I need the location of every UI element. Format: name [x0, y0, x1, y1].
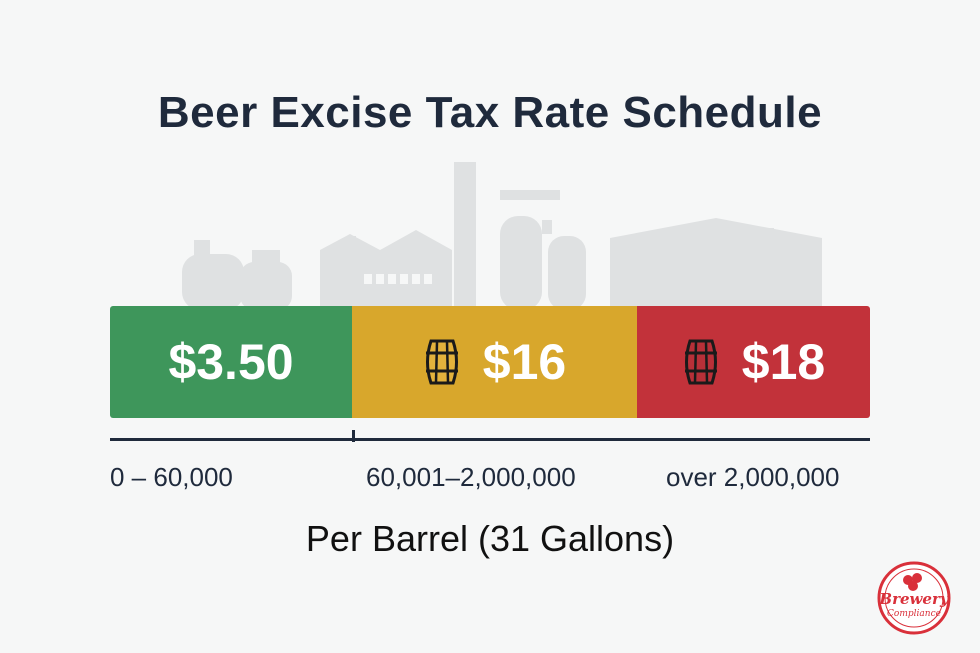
tier-1-segment: $3.50 — [110, 306, 352, 418]
volume-axis-line — [110, 438, 870, 441]
svg-text:Brewery: Brewery — [878, 590, 949, 608]
tier-2-rate: $16 — [482, 334, 567, 390]
brewery-skyline-silhouette — [182, 162, 822, 310]
tier-3-segment: $18 — [637, 306, 870, 418]
tier-2-segment: $16 — [352, 306, 637, 418]
tier-3-range: over 2,000,000 — [666, 462, 840, 492]
axis-tick — [352, 430, 355, 442]
page-title: Beer Excise Tax Rate Schedule — [157, 88, 823, 137]
barrel-icon — [423, 339, 461, 385]
unit-label: Per Barrel (31 Gallons) — [305, 518, 675, 559]
tier-2-range: 60,001–2,000,000 — [366, 462, 576, 492]
tier-1-rate: $3.50 — [168, 334, 294, 390]
barrel-icon — [682, 339, 720, 385]
brewery-compliance-logo: Brewery Compliance — [877, 561, 951, 635]
tax-rate-bar: $3.50 $16 $18 — [110, 306, 870, 418]
tier-3-rate: $18 — [741, 334, 826, 390]
tier-1-range: 0 – 60,000 — [110, 462, 233, 492]
svg-text:Compliance: Compliance — [887, 609, 941, 619]
